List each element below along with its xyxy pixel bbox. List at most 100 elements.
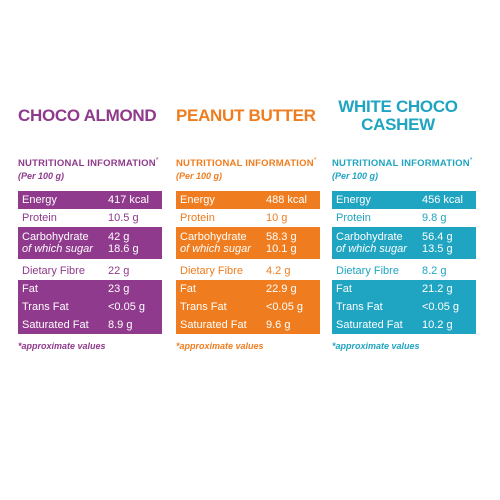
row-protein: Protein 9.8 g	[332, 209, 476, 227]
protein-label: Protein	[180, 212, 215, 224]
row-carbohydrate: Carbohydrate of which sugar 42 g 18.6 g	[18, 227, 162, 259]
trans-fat-value: <0.05 g	[108, 301, 146, 313]
fat-value: 21.2 g	[422, 283, 453, 295]
fat-value: 23 g	[108, 283, 130, 295]
row-fat: Fat 22.9 g	[176, 280, 320, 298]
sugar-value: 10.1 g	[266, 243, 297, 255]
carb-label: Carbohydrate	[22, 231, 89, 243]
product-title: CHOCO ALMOND	[18, 107, 166, 125]
saturated-fat-label: Saturated Fat	[180, 319, 247, 331]
carb-labels: Carbohydrate of which sugar	[18, 231, 104, 255]
row-energy: Energy 417 kcal	[18, 191, 162, 209]
carb-value: 42 g	[108, 231, 130, 243]
saturated-fat-label: Saturated Fat	[22, 319, 89, 331]
carb-value: 56.4 g	[422, 231, 453, 243]
trans-fat-label: Trans Fat	[22, 301, 69, 313]
per-100g-label: (Per 100 g)	[18, 171, 65, 181]
protein-value: 10.5 g	[108, 212, 139, 224]
asterisk: *	[469, 157, 473, 164]
asterisk: *	[155, 157, 159, 164]
trans-fat-value: <0.05 g	[266, 301, 304, 313]
carb-values: 58.3 g 10.1 g	[262, 231, 320, 255]
energy-value: 488 kcal	[266, 194, 307, 206]
row-fat: Fat 21.2 g	[332, 280, 476, 298]
row-saturated-fat: Saturated Fat 10.2 g	[332, 316, 476, 334]
saturated-fat-label: Saturated Fat	[336, 319, 403, 331]
saturated-fat-value: 10.2 g	[422, 319, 453, 331]
row-protein: Protein 10.5 g	[18, 209, 162, 227]
carb-labels: Carbohydrate of which sugar	[176, 231, 262, 255]
row-carbohydrate: Carbohydrate of which sugar 56.4 g 13.5 g	[332, 227, 476, 259]
fat-label: Fat	[22, 283, 38, 295]
carb-values: 42 g 18.6 g	[104, 231, 162, 255]
protein-label: Protein	[22, 212, 57, 224]
product-title: WHITE CHOCO CASHEW	[332, 98, 464, 134]
fibre-value: 4.2 g	[266, 265, 291, 277]
row-trans-fat: Trans Fat <0.05 g	[332, 298, 476, 316]
asterisk: *	[313, 157, 317, 164]
fibre-label: Dietary Fibre	[180, 265, 243, 277]
nutritional-info-heading: NUTRITIONAL INFORMATION*	[18, 157, 159, 169]
per-100g-label: (Per 100 g)	[332, 171, 379, 181]
fat-label: Fat	[180, 283, 196, 295]
carb-label: Carbohydrate	[180, 231, 247, 243]
energy-label: Energy	[180, 194, 215, 206]
row-energy: Energy 456 kcal	[332, 191, 476, 209]
row-fat: Fat 23 g	[18, 280, 162, 298]
sugar-value: 18.6 g	[108, 243, 139, 255]
fat-value: 22.9 g	[266, 283, 297, 295]
trans-fat-label: Trans Fat	[336, 301, 383, 313]
row-saturated-fat: Saturated Fat 9.6 g	[176, 316, 320, 334]
saturated-fat-value: 9.6 g	[266, 319, 291, 331]
row-fibre: Dietary Fibre 4.2 g	[176, 262, 320, 280]
trans-fat-label: Trans Fat	[180, 301, 227, 313]
approximate-values-note: *approximate values	[176, 341, 264, 351]
product-title-line1: CHOCO ALMOND	[18, 106, 157, 125]
fibre-label: Dietary Fibre	[22, 265, 85, 277]
product-title-line1: WHITE CHOCO	[338, 97, 458, 116]
nutrition-table: Energy 488 kcal Protein 10 g Carbohydrate o…	[176, 191, 320, 334]
nutritional-info-heading: NUTRITIONAL INFORMATION*	[332, 157, 473, 169]
approximate-values-note: *approximate values	[332, 341, 420, 351]
product-title: PEANUT BUTTER	[176, 107, 324, 125]
sugar-label: of which sugar	[22, 243, 93, 255]
nutritional-info-heading: NUTRITIONAL INFORMATION*	[176, 157, 317, 169]
row-protein: Protein 10 g	[176, 209, 320, 227]
row-energy: Energy 488 kcal	[176, 191, 320, 209]
carb-label: Carbohydrate	[336, 231, 403, 243]
sugar-label: of which sugar	[336, 243, 407, 255]
energy-value: 417 kcal	[108, 194, 149, 206]
carb-labels: Carbohydrate of which sugar	[332, 231, 418, 255]
product-title-line2: CASHEW	[361, 115, 435, 134]
approximate-values-note: *approximate values	[18, 341, 106, 351]
product-title-line1: PEANUT BUTTER	[176, 106, 316, 125]
per-100g-label: (Per 100 g)	[176, 171, 223, 181]
carb-values: 56.4 g 13.5 g	[418, 231, 476, 255]
row-saturated-fat: Saturated Fat 8.9 g	[18, 316, 162, 334]
fibre-value: 8.2 g	[422, 265, 447, 277]
nutrition-table: Energy 456 kcal Protein 9.8 g Carbohydrate…	[332, 191, 476, 334]
row-trans-fat: Trans Fat <0.05 g	[18, 298, 162, 316]
protein-value: 10 g	[266, 212, 288, 224]
sugar-label: of which sugar	[180, 243, 251, 255]
energy-label: Energy	[336, 194, 371, 206]
protein-label: Protein	[336, 212, 371, 224]
energy-label: Energy	[22, 194, 57, 206]
row-carbohydrate: Carbohydrate of which sugar 58.3 g 10.1 g	[176, 227, 320, 259]
fat-label: Fat	[336, 283, 352, 295]
saturated-fat-value: 8.9 g	[108, 319, 133, 331]
nutritional-info-label: NUTRITIONAL INFORMATION	[332, 158, 470, 170]
nutritional-info-label: NUTRITIONAL INFORMATION	[18, 158, 156, 170]
trans-fat-value: <0.05 g	[422, 301, 460, 313]
protein-value: 9.8 g	[422, 212, 447, 224]
carb-value: 58.3 g	[266, 231, 297, 243]
row-fibre: Dietary Fibre 8.2 g	[332, 262, 476, 280]
fibre-label: Dietary Fibre	[336, 265, 399, 277]
row-trans-fat: Trans Fat <0.05 g	[176, 298, 320, 316]
energy-value: 456 kcal	[422, 194, 463, 206]
nutrition-table: Energy 417 kcal Protein 10.5 g Carbohydrat…	[18, 191, 162, 334]
row-fibre: Dietary Fibre 22 g	[18, 262, 162, 280]
nutritional-info-label: NUTRITIONAL INFORMATION	[176, 158, 314, 170]
sugar-value: 13.5 g	[422, 243, 453, 255]
fibre-value: 22 g	[108, 265, 130, 277]
